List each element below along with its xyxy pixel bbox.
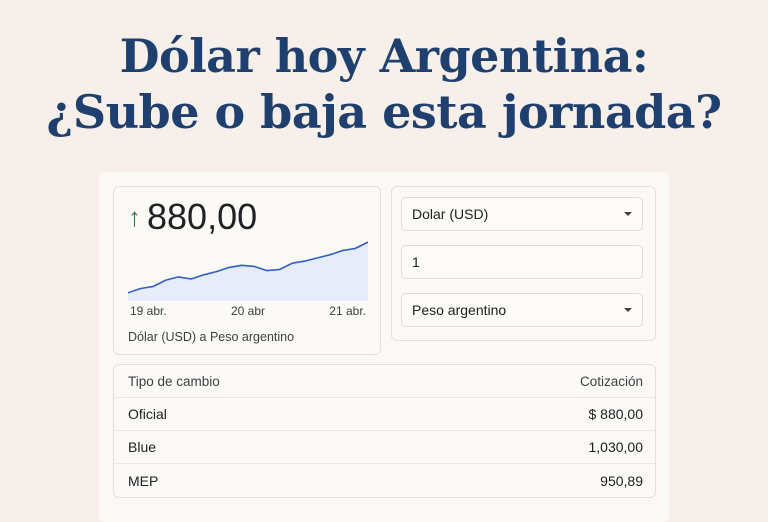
x-tick: 21 abr.	[329, 304, 366, 318]
converter-card: Dolar (USD) 1 Peso argentino	[391, 186, 656, 341]
table-row: Oficial $ 880,00	[114, 398, 655, 431]
arrow-up-icon: ↑	[128, 202, 141, 232]
chart-caption: Dólar (USD) a Peso argentino	[128, 330, 295, 344]
dropdown-caret-icon	[624, 212, 632, 216]
amount-input[interactable]: 1	[401, 245, 643, 279]
price-row: ↑ 880,00	[128, 197, 257, 237]
sparkline-chart[interactable]	[128, 239, 368, 301]
column-header-type: Tipo de cambio	[128, 373, 220, 389]
x-axis: 19 abr. 20 abr 21 abr.	[130, 304, 366, 318]
to-currency-select[interactable]: Peso argentino	[401, 293, 643, 327]
table-row: MEP 950,89	[114, 464, 655, 497]
exchange-rate-table: Tipo de cambio Cotización Oficial $ 880,…	[113, 364, 656, 498]
rate-value: $ 880,00	[588, 406, 644, 422]
headline-line-1: Dólar hoy Argentina:	[119, 29, 649, 83]
rate-type: MEP	[128, 472, 159, 489]
headline-line-2: ¿Sube o baja esta jornada?	[46, 85, 722, 139]
column-header-rate: Cotización	[579, 373, 643, 389]
rate-value: 950,89	[600, 472, 643, 489]
headline: Dólar hoy Argentina: ¿Sube o baja esta j…	[0, 28, 768, 140]
rate-type: Blue	[128, 439, 157, 455]
current-price: 880,00	[147, 196, 258, 237]
from-currency-value: Dolar (USD)	[412, 206, 489, 222]
rate-value: 1,030,00	[588, 439, 644, 455]
table-row: Blue 1,030,00	[114, 431, 655, 464]
dropdown-caret-icon	[624, 308, 632, 312]
amount-value: 1	[412, 254, 420, 270]
currency-widget-panel: ↑ 880,00 19 abr. 20 abr 21 abr. Dólar (U…	[99, 172, 669, 522]
from-currency-select[interactable]: Dolar (USD)	[401, 197, 643, 231]
x-tick: 20 abr	[230, 304, 266, 318]
rate-type: Oficial	[128, 406, 167, 422]
table-header: Tipo de cambio Cotización	[114, 365, 655, 398]
to-currency-value: Peso argentino	[412, 302, 507, 318]
price-chart-card: ↑ 880,00 19 abr. 20 abr 21 abr. Dólar (U…	[113, 186, 381, 355]
x-tick: 19 abr.	[130, 304, 167, 318]
